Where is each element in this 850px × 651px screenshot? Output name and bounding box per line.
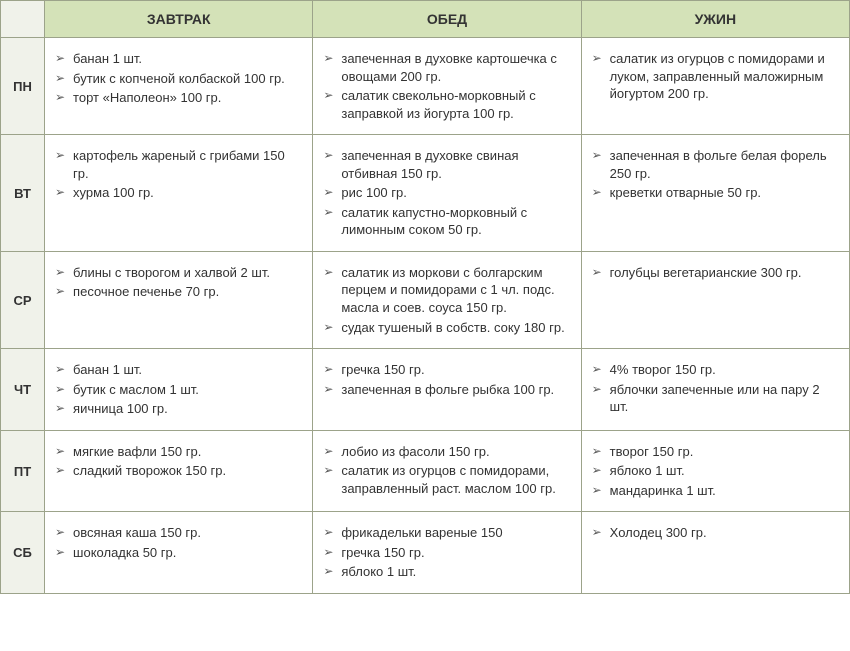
corner-cell	[1, 1, 45, 38]
breakfast-cell: овсяная каша 150 гр. шоколадка 50 гр.	[45, 512, 313, 594]
list-item: хурма 100 гр.	[55, 184, 302, 202]
dinner-list: Холодец 300 гр.	[592, 524, 839, 542]
list-item: бутик с копченой колбаской 100 гр.	[55, 70, 302, 88]
breakfast-list: блины с творогом и халвой 2 шт.песочное …	[55, 264, 302, 301]
day-label: ПН	[1, 38, 45, 135]
list-item: салатик из огурцов с помидорами, заправл…	[323, 462, 570, 497]
list-item: салатик свекольно-морковный с заправкой …	[323, 87, 570, 122]
table-row: ВТ картофель жареный с грибами 150 гр. хур…	[1, 135, 850, 252]
list-item: рис 100 гр.	[323, 184, 570, 202]
dinner-cell: запеченная в фольге белая форель 250 гр.…	[581, 135, 849, 252]
list-item: креветки отварные 50 гр.	[592, 184, 839, 202]
list-item: голубцы вегетарианские 300 гр.	[592, 264, 839, 282]
list-item: салатик из огурцов с помидорами и луком,…	[592, 50, 839, 103]
lunch-list: салатик из моркови с болгарским перцем и…	[323, 264, 570, 336]
dinner-cell: салатик из огурцов с помидорами и луком,…	[581, 38, 849, 135]
meal-plan-table: ЗАВТРАК ОБЕД УЖИН ПН банан 1 шт. бутик с к…	[0, 0, 850, 594]
day-label: СБ	[1, 512, 45, 594]
list-item: шоколадка 50 гр.	[55, 544, 302, 562]
header-breakfast: ЗАВТРАК	[45, 1, 313, 38]
breakfast-list: банан 1 шт. бутик с копченой колбаской 10…	[55, 50, 302, 107]
list-item: банан 1 шт.	[55, 361, 302, 379]
header-row: ЗАВТРАК ОБЕД УЖИН	[1, 1, 850, 38]
breakfast-cell: банан 1 шт. бутик с копченой колбаской 10…	[45, 38, 313, 135]
dinner-cell: голубцы вегетарианские 300 гр.	[581, 251, 849, 348]
table-row: ПН банан 1 шт. бутик с копченой колбаской …	[1, 38, 850, 135]
breakfast-list: овсяная каша 150 гр. шоколадка 50 гр.	[55, 524, 302, 561]
list-item: салатик из моркови с болгарским перцем и…	[323, 264, 570, 317]
header-dinner: УЖИН	[581, 1, 849, 38]
lunch-cell: гречка 150 гр. запеченная в фольге рыбка …	[313, 349, 581, 431]
breakfast-cell: мягкие вафли 150 гр.сладкий творожок 150…	[45, 430, 313, 512]
list-item: гречка 150 гр.	[323, 361, 570, 379]
list-item: лобио из фасоли 150 гр.	[323, 443, 570, 461]
table-body: ПН банан 1 шт. бутик с копченой колбаской …	[1, 38, 850, 594]
dinner-list: запеченная в фольге белая форель 250 гр.…	[592, 147, 839, 202]
dinner-cell: творог 150 гр.яблоко 1 шт. мандаринка 1 ш…	[581, 430, 849, 512]
day-label: ПТ	[1, 430, 45, 512]
dinner-list: салатик из огурцов с помидорами и луком,…	[592, 50, 839, 103]
day-label: ЧТ	[1, 349, 45, 431]
list-item: фрикадельки вареные 150	[323, 524, 570, 542]
breakfast-list: банан 1 шт. бутик с маслом 1 шт.яичница 1…	[55, 361, 302, 418]
lunch-cell: фрикадельки вареные 150 гречка 150 гр.ябл…	[313, 512, 581, 594]
list-item: песочное печенье 70 гр.	[55, 283, 302, 301]
lunch-cell: запеченная в духовке картошечка с овощам…	[313, 38, 581, 135]
list-item: яблоко 1 шт.	[323, 563, 570, 581]
list-item: запеченная в духовке картошечка с овощам…	[323, 50, 570, 85]
dinner-list: творог 150 гр.яблоко 1 шт. мандаринка 1 ш…	[592, 443, 839, 500]
list-item: 4% творог 150 гр.	[592, 361, 839, 379]
dinner-cell: 4% творог 150 гр. яблочки запеченные или …	[581, 349, 849, 431]
lunch-list: лобио из фасоли 150 гр.салатик из огурцо…	[323, 443, 570, 498]
lunch-cell: салатик из моркови с болгарским перцем и…	[313, 251, 581, 348]
dinner-list: голубцы вегетарианские 300 гр.	[592, 264, 839, 282]
list-item: банан 1 шт.	[55, 50, 302, 68]
breakfast-cell: картофель жареный с грибами 150 гр. хурма…	[45, 135, 313, 252]
lunch-list: запеченная в духовке свиная отбивная 150…	[323, 147, 570, 239]
breakfast-list: картофель жареный с грибами 150 гр. хурма…	[55, 147, 302, 202]
list-item: торт «Наполеон» 100 гр.	[55, 89, 302, 107]
list-item: овсяная каша 150 гр.	[55, 524, 302, 542]
table-row: ПТ мягкие вафли 150 гр.сладкий творожок 1…	[1, 430, 850, 512]
list-item: картофель жареный с грибами 150 гр.	[55, 147, 302, 182]
lunch-cell: запеченная в духовке свиная отбивная 150…	[313, 135, 581, 252]
day-label: СР	[1, 251, 45, 348]
list-item: судак тушеный в собств. соку 180 гр.	[323, 319, 570, 337]
list-item: блины с творогом и халвой 2 шт.	[55, 264, 302, 282]
list-item: творог 150 гр.	[592, 443, 839, 461]
list-item: салатик капустно-морковный с лимонным со…	[323, 204, 570, 239]
lunch-cell: лобио из фасоли 150 гр.салатик из огурцо…	[313, 430, 581, 512]
breakfast-cell: блины с творогом и халвой 2 шт.песочное …	[45, 251, 313, 348]
list-item: Холодец 300 гр.	[592, 524, 839, 542]
list-item: гречка 150 гр.	[323, 544, 570, 562]
list-item: мандаринка 1 шт.	[592, 482, 839, 500]
list-item: запеченная в фольге белая форель 250 гр.	[592, 147, 839, 182]
list-item: яблоко 1 шт.	[592, 462, 839, 480]
list-item: запеченная в фольге рыбка 100 гр.	[323, 381, 570, 399]
table-row: ЧТ банан 1 шт. бутик с маслом 1 шт.яичница…	[1, 349, 850, 431]
list-item: яблочки запеченные или на пару 2 шт.	[592, 381, 839, 416]
list-item: мягкие вафли 150 гр.	[55, 443, 302, 461]
list-item: бутик с маслом 1 шт.	[55, 381, 302, 399]
lunch-list: запеченная в духовке картошечка с овощам…	[323, 50, 570, 122]
list-item: запеченная в духовке свиная отбивная 150…	[323, 147, 570, 182]
lunch-list: фрикадельки вареные 150 гречка 150 гр.ябл…	[323, 524, 570, 581]
breakfast-cell: банан 1 шт. бутик с маслом 1 шт.яичница 1…	[45, 349, 313, 431]
list-item: яичница 100 гр.	[55, 400, 302, 418]
table-row: СБ овсяная каша 150 гр. шоколадка 50 гр. фр…	[1, 512, 850, 594]
day-label: ВТ	[1, 135, 45, 252]
list-item: сладкий творожок 150 гр.	[55, 462, 302, 480]
dinner-list: 4% творог 150 гр. яблочки запеченные или …	[592, 361, 839, 416]
breakfast-list: мягкие вафли 150 гр.сладкий творожок 150…	[55, 443, 302, 480]
dinner-cell: Холодец 300 гр.	[581, 512, 849, 594]
lunch-list: гречка 150 гр. запеченная в фольге рыбка …	[323, 361, 570, 398]
header-lunch: ОБЕД	[313, 1, 581, 38]
table-row: СР блины с творогом и халвой 2 шт.песочно…	[1, 251, 850, 348]
